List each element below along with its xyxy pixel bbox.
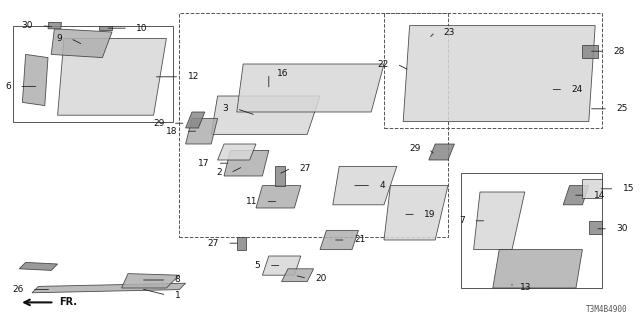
Polygon shape (384, 186, 448, 240)
Polygon shape (218, 144, 256, 160)
Polygon shape (237, 64, 384, 112)
Polygon shape (186, 118, 218, 144)
Text: 15: 15 (623, 184, 634, 193)
Text: 29: 29 (153, 119, 164, 128)
Polygon shape (58, 38, 166, 115)
Text: 26: 26 (12, 285, 24, 294)
Polygon shape (99, 26, 112, 30)
Polygon shape (493, 250, 582, 288)
Text: 28: 28 (613, 47, 625, 56)
Polygon shape (403, 26, 595, 122)
Text: 14: 14 (594, 191, 605, 200)
Text: 10: 10 (136, 24, 148, 33)
Polygon shape (282, 269, 314, 282)
Polygon shape (589, 221, 602, 234)
Polygon shape (22, 54, 48, 106)
Text: 27: 27 (207, 239, 219, 248)
Text: 9: 9 (56, 34, 62, 43)
Text: 16: 16 (277, 69, 289, 78)
Text: 4: 4 (380, 181, 385, 190)
Polygon shape (582, 45, 598, 58)
Text: 12: 12 (188, 72, 199, 81)
Polygon shape (32, 283, 186, 293)
Text: 20: 20 (316, 274, 327, 283)
Text: 23: 23 (444, 28, 455, 36)
Text: 17: 17 (198, 159, 209, 168)
Text: 7: 7 (460, 216, 465, 225)
Polygon shape (262, 256, 301, 275)
Text: FR.: FR. (59, 297, 77, 308)
Text: T3M4B4900: T3M4B4900 (586, 305, 627, 314)
Text: 19: 19 (424, 210, 436, 219)
Bar (384, 13, 602, 128)
Text: 18: 18 (166, 127, 177, 136)
Text: 1: 1 (175, 291, 180, 300)
Polygon shape (186, 112, 205, 128)
Text: 30: 30 (616, 224, 628, 233)
Bar (461, 173, 602, 288)
Bar (179, 13, 448, 237)
Text: 3: 3 (223, 104, 228, 113)
Text: 8: 8 (175, 276, 180, 284)
Polygon shape (122, 274, 179, 288)
Text: 6: 6 (5, 82, 11, 91)
Polygon shape (256, 186, 301, 208)
Polygon shape (320, 230, 358, 250)
Text: 30: 30 (22, 21, 33, 30)
Text: 29: 29 (409, 144, 420, 153)
Bar (13, 26, 173, 122)
Polygon shape (275, 166, 285, 186)
Text: 2: 2 (216, 168, 222, 177)
Polygon shape (474, 192, 525, 250)
Polygon shape (51, 29, 112, 58)
Polygon shape (48, 22, 61, 29)
Text: 11: 11 (246, 197, 257, 206)
Polygon shape (582, 179, 602, 198)
Polygon shape (429, 144, 454, 160)
Text: 25: 25 (616, 104, 628, 113)
Polygon shape (211, 96, 320, 134)
Polygon shape (333, 166, 397, 205)
Text: 27: 27 (300, 164, 311, 172)
Polygon shape (19, 262, 58, 270)
Text: 5: 5 (255, 261, 260, 270)
Text: 24: 24 (572, 85, 583, 94)
Text: 21: 21 (354, 236, 365, 244)
Text: 13: 13 (520, 284, 532, 292)
Polygon shape (237, 237, 246, 250)
Polygon shape (224, 150, 269, 176)
Text: 22: 22 (377, 60, 388, 68)
Polygon shape (563, 186, 589, 205)
